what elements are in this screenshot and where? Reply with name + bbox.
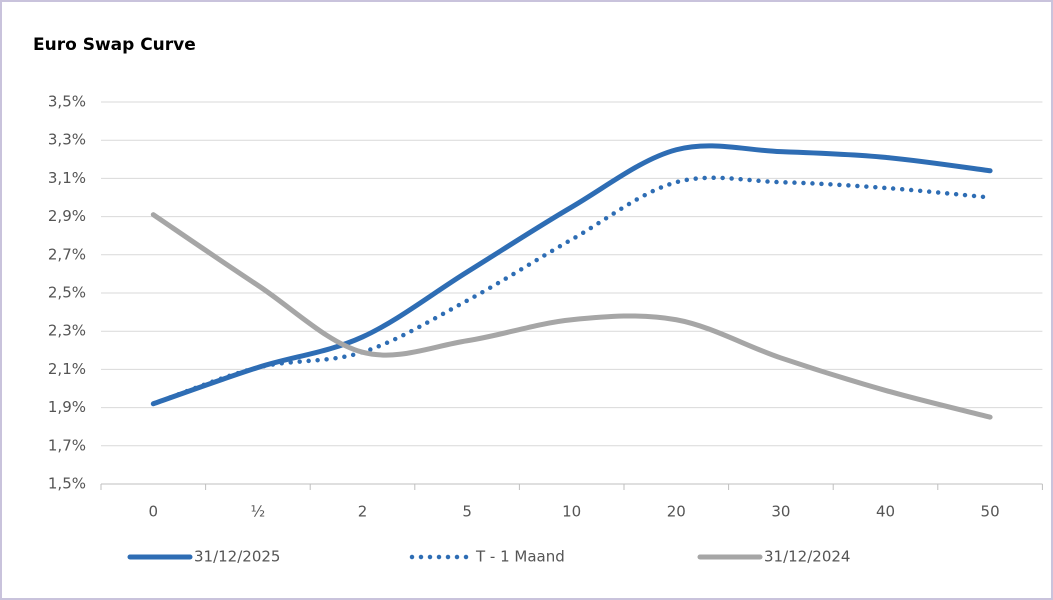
y-tick-label: 2,7% (48, 245, 86, 263)
x-tick-label: 40 (876, 503, 895, 521)
series-line (151, 175, 993, 407)
y-tick-label: 2,5% (48, 284, 86, 302)
legend-label: 31/12/2025 (194, 548, 280, 566)
y-tick-label: 3,1% (48, 169, 86, 187)
x-tick-label: 20 (667, 503, 686, 521)
series-line (150, 143, 993, 407)
y-tick-label: 3,3% (48, 131, 86, 149)
y-tick-label: 1,9% (48, 398, 86, 416)
legend-label: T - 1 Maand (475, 548, 565, 566)
x-tick-label: ½ (251, 503, 266, 521)
y-tick-label: 2,9% (48, 207, 86, 225)
y-tick-label: 2,3% (48, 322, 86, 340)
y-tick-label: 1,7% (48, 436, 86, 454)
x-tick-label: 10 (562, 503, 581, 521)
y-tick-label: 2,1% (48, 360, 86, 378)
chart-title: Euro Swap Curve (33, 35, 196, 55)
y-tick-label: 1,5% (48, 475, 86, 493)
x-tick-label: 50 (981, 503, 1000, 521)
legend-label: 31/12/2024 (764, 548, 850, 566)
x-tick-label: 2 (358, 503, 368, 521)
x-tick-label: 5 (462, 503, 472, 521)
x-tick-label: 30 (771, 503, 790, 521)
y-tick-label: 3,5% (48, 93, 86, 111)
series-line (150, 212, 993, 420)
x-tick-label: 0 (149, 503, 159, 521)
